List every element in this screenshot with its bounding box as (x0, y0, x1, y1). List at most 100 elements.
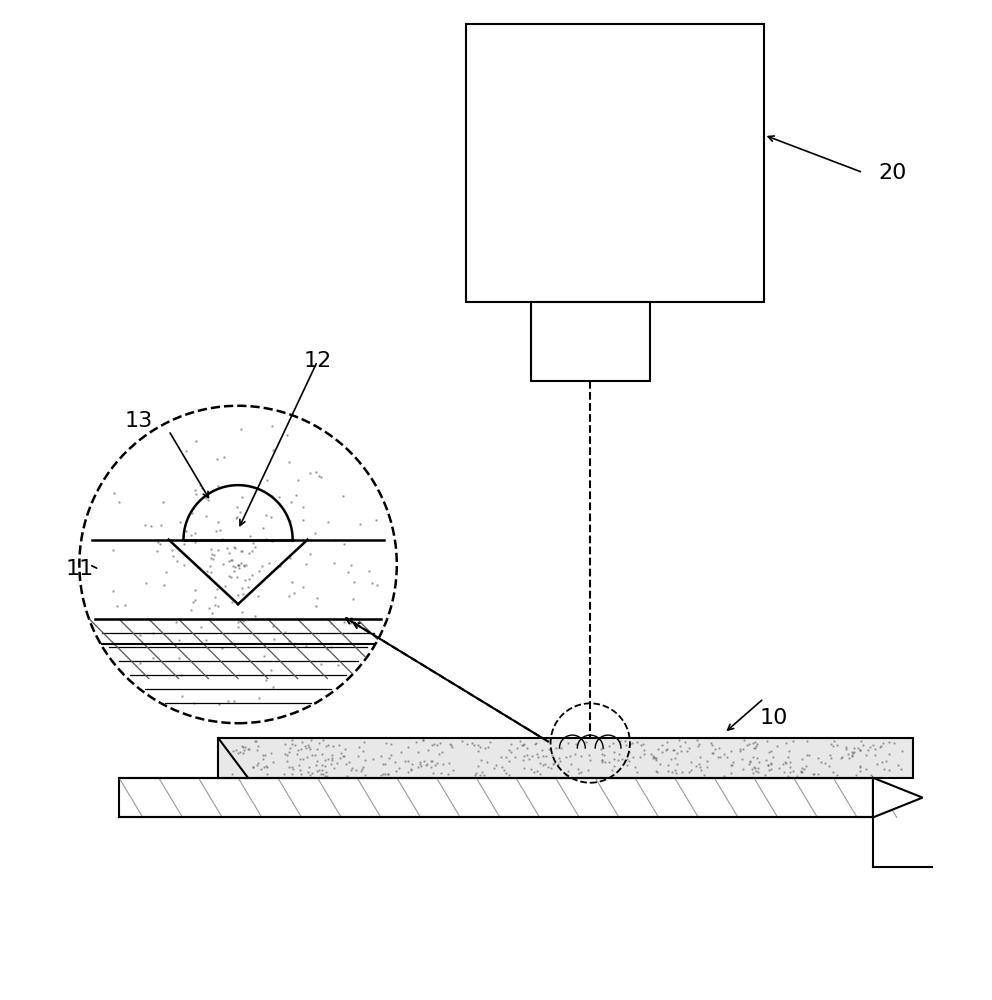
Point (636, 746, 652, 762)
Point (530, 763, 546, 779)
Point (215, 556, 231, 572)
Point (605, 735, 621, 751)
Point (133, 655, 149, 671)
Point (858, 747, 874, 763)
Point (579, 762, 595, 778)
Point (248, 733, 264, 749)
Point (335, 748, 351, 764)
Point (795, 751, 810, 767)
Point (826, 733, 842, 749)
Point (493, 749, 509, 765)
Point (285, 736, 301, 752)
Polygon shape (873, 778, 923, 817)
Point (783, 759, 799, 775)
Point (247, 608, 263, 624)
Point (198, 632, 214, 648)
Point (441, 736, 457, 752)
Point (308, 598, 323, 614)
Point (440, 766, 456, 782)
Point (702, 735, 718, 751)
Point (300, 737, 315, 753)
Point (703, 745, 719, 761)
Point (244, 567, 260, 583)
Point (890, 757, 906, 773)
Point (314, 746, 330, 762)
Point (214, 640, 230, 656)
Point (325, 611, 341, 627)
Point (383, 736, 399, 752)
Point (894, 743, 910, 759)
Point (778, 735, 794, 751)
Point (381, 750, 397, 766)
Point (282, 633, 298, 649)
Point (794, 760, 809, 776)
Point (688, 758, 704, 774)
Point (647, 749, 663, 765)
Point (331, 737, 347, 753)
Point (578, 734, 594, 750)
Point (303, 732, 318, 748)
Point (867, 741, 883, 757)
Point (646, 750, 662, 766)
Point (433, 735, 448, 751)
Point (188, 433, 204, 449)
Point (763, 761, 779, 777)
Point (786, 733, 802, 749)
Point (225, 743, 241, 759)
Point (849, 740, 865, 756)
Point (262, 555, 278, 571)
Point (521, 751, 537, 767)
Point (310, 762, 326, 778)
Point (481, 734, 497, 750)
Point (184, 602, 199, 618)
Point (174, 667, 189, 683)
Point (227, 540, 243, 556)
Point (567, 746, 583, 762)
Point (434, 744, 450, 760)
Point (746, 759, 762, 775)
Point (221, 545, 237, 561)
Point (158, 564, 174, 580)
Point (476, 767, 492, 783)
Point (612, 736, 628, 752)
Point (318, 768, 334, 784)
Point (137, 517, 153, 533)
Point (873, 738, 889, 754)
Point (250, 738, 266, 754)
Point (305, 765, 320, 781)
Point (377, 766, 393, 782)
Point (696, 767, 712, 783)
Point (669, 765, 684, 781)
Point (816, 755, 832, 771)
Point (875, 735, 891, 751)
Point (761, 744, 777, 760)
Point (712, 749, 728, 765)
Point (265, 754, 281, 770)
Point (541, 741, 557, 757)
Point (333, 745, 349, 761)
Point (472, 739, 488, 755)
Point (335, 488, 351, 504)
Point (689, 738, 705, 754)
Point (281, 744, 297, 760)
Point (245, 759, 261, 775)
Point (285, 759, 301, 775)
Point (204, 605, 220, 621)
Point (863, 767, 879, 783)
Point (203, 550, 219, 566)
Point (874, 754, 890, 770)
Point (601, 754, 617, 770)
Point (223, 552, 239, 568)
Text: 12: 12 (304, 351, 331, 371)
Point (549, 740, 564, 756)
Point (650, 764, 666, 780)
Point (241, 741, 257, 757)
Point (516, 748, 532, 764)
Point (314, 757, 330, 773)
Point (780, 768, 796, 784)
Point (132, 627, 148, 643)
Point (749, 736, 765, 752)
Point (692, 762, 708, 778)
Point (852, 759, 868, 775)
Point (238, 557, 254, 573)
